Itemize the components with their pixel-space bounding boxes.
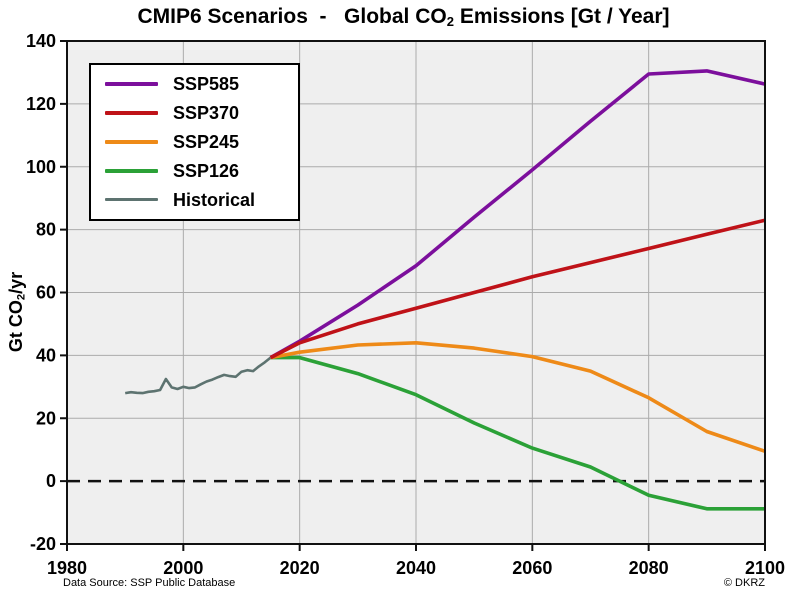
- y-tick-label-0: 0: [46, 471, 56, 491]
- legend-item-historical: Historical: [91, 191, 298, 209]
- chart-title: CMIP6 Scenarios - Global CO2 Emissions […: [0, 5, 807, 29]
- y-tick-label-100: 100: [26, 157, 56, 177]
- legend-item-ssp126: SSP126: [91, 162, 298, 180]
- x-tick-label-2020: 2020: [280, 558, 320, 578]
- legend-box: SSP585 SSP370 SSP245 SSP126 Historical: [89, 63, 300, 221]
- y-tick-label--20: -20: [30, 534, 56, 554]
- series-line-historical: [125, 356, 272, 395]
- y-tick-label-20: 20: [36, 408, 56, 428]
- y-tick-label-140: 140: [26, 31, 56, 51]
- data-source-note: Data Source: SSP Public Database: [63, 577, 236, 589]
- y-tick-label-60: 60: [36, 283, 56, 303]
- chart-title-prefix: CMIP6 Scenarios - Global CO: [137, 5, 447, 28]
- legend-line-swatch-ssp126: [105, 168, 158, 173]
- copyright-note: © DKRZ: [723, 577, 765, 589]
- legend-item-ssp370: SSP370: [91, 104, 298, 122]
- x-tick-label-2100: 2100: [745, 558, 785, 578]
- y-tick-label-80: 80: [36, 220, 56, 240]
- legend-label-ssp245: SSP245: [173, 131, 240, 152]
- legend-item-ssp585: SSP585: [91, 75, 298, 93]
- x-tick-label-2060: 2060: [512, 558, 552, 578]
- x-tick-label-2000: 2000: [163, 558, 203, 578]
- legend-label-historical: Historical: [173, 189, 256, 210]
- x-tick-label-1980: 1980: [47, 558, 87, 578]
- legend-item-ssp245: SSP245: [91, 133, 298, 151]
- y-tick-label-40: 40: [36, 345, 56, 365]
- x-tick-label-2040: 2040: [396, 558, 436, 578]
- x-tick-label-2080: 2080: [629, 558, 669, 578]
- legend-label-ssp585: SSP585: [173, 74, 240, 95]
- series-line-ssp245: [270, 341, 766, 454]
- y-tick-label-120: 120: [26, 94, 56, 114]
- series-line-ssp370: [269, 218, 766, 360]
- series-line-ssp126: [270, 355, 765, 511]
- chart-title-subscript: 2: [446, 13, 454, 29]
- chart-title-suffix: Emissions [Gt / Year]: [453, 5, 670, 28]
- legend-line-swatch-ssp370: [105, 111, 158, 116]
- legend-label-ssp370: SSP370: [173, 103, 240, 124]
- legend-label-ssp126: SSP126: [173, 160, 240, 181]
- legend-line-swatch-historical: [105, 198, 158, 202]
- legend-line-swatch-ssp585: [105, 82, 158, 87]
- series-line-ssp585: [269, 69, 766, 360]
- legend-line-swatch-ssp245: [105, 139, 158, 144]
